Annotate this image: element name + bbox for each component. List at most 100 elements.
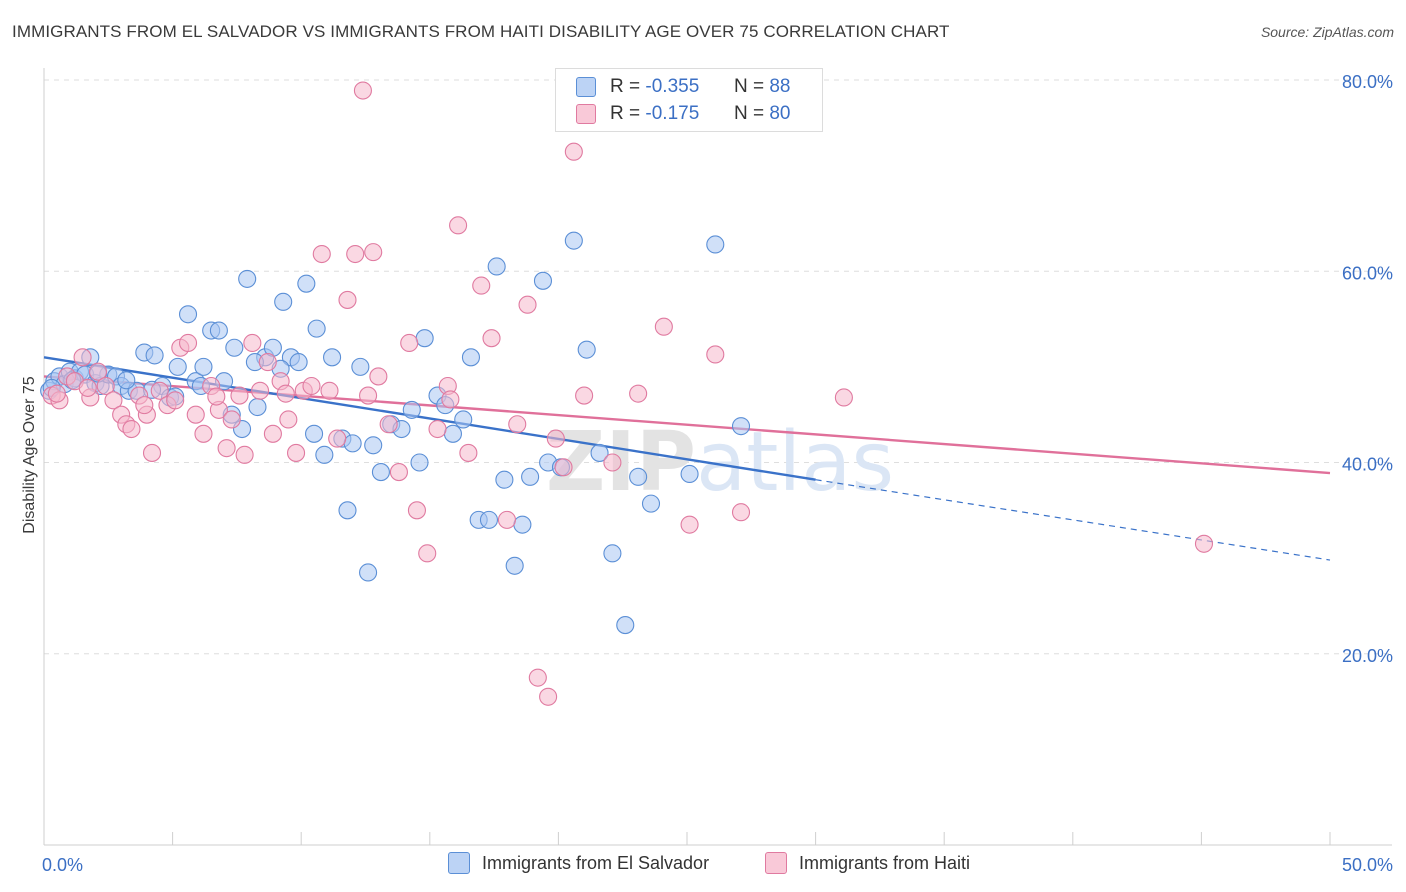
grid-lines	[44, 79, 1392, 655]
legend-r-label: R =	[610, 76, 641, 97]
point-el-salvador	[415, 329, 434, 348]
point-el-salvador	[371, 463, 390, 482]
point-haiti	[222, 410, 241, 429]
point-haiti	[250, 381, 270, 400]
point-haiti	[654, 317, 673, 336]
point-haiti	[142, 443, 162, 462]
point-haiti	[428, 419, 447, 439]
point-el-salvador	[533, 271, 553, 290]
point-el-salvador	[410, 453, 429, 472]
point-haiti	[166, 391, 185, 410]
point-haiti	[564, 142, 583, 161]
point-el-salvador	[616, 616, 635, 635]
point-el-salvador	[402, 400, 421, 419]
series-legend-label: Immigrants from Haiti	[799, 852, 971, 873]
point-haiti	[731, 503, 751, 522]
point-haiti	[207, 387, 226, 406]
point-el-salvador	[505, 556, 524, 575]
point-el-salvador	[145, 346, 164, 365]
point-el-salvador	[338, 501, 357, 520]
point-haiti	[359, 386, 378, 405]
point-haiti	[276, 384, 295, 403]
point-haiti	[328, 429, 347, 448]
point-el-salvador	[168, 357, 187, 376]
point-haiti	[346, 244, 365, 264]
point-haiti	[302, 376, 321, 396]
point-haiti	[680, 515, 699, 534]
trend-line-el-salvador-extension	[815, 479, 1331, 561]
point-haiti	[279, 410, 298, 429]
point-el-salvador	[209, 321, 228, 340]
point-el-salvador	[513, 515, 532, 534]
point-el-salvador	[521, 467, 540, 486]
point-haiti	[834, 388, 853, 407]
point-haiti	[78, 378, 97, 397]
tick-labels: 20.0% 40.0% 60.0% 80.0% 0.0% 50.0%	[42, 72, 1393, 875]
point-haiti	[73, 348, 92, 367]
legend-row-haiti: R = -0.175 N = 80	[576, 101, 790, 127]
point-haiti	[441, 390, 460, 409]
point-el-salvador	[590, 443, 609, 462]
y-tick-label: 40.0%	[1342, 455, 1393, 475]
x-tick-label: 0.0%	[42, 855, 83, 875]
point-el-salvador	[117, 371, 136, 390]
point-el-salvador	[323, 348, 342, 367]
legend-r-value: -0.175	[645, 103, 700, 124]
legend-n-value: 80	[769, 103, 791, 124]
point-el-salvador	[629, 467, 648, 486]
series-legend: Immigrants from El Salvador Immigrants f…	[0, 852, 1406, 876]
point-haiti	[122, 419, 141, 439]
trend-line-el-salvador	[43, 356, 816, 481]
legend-r-label: R =	[610, 103, 641, 124]
point-el-salvador	[274, 292, 293, 311]
point-el-salvador	[443, 424, 462, 443]
point-haiti	[178, 333, 198, 353]
watermark: ZIPatlas	[546, 415, 894, 510]
point-haiti	[482, 329, 501, 348]
point-haiti	[518, 295, 537, 314]
series-legend-haiti: Immigrants from Haiti	[765, 852, 970, 874]
point-el-salvador	[479, 510, 499, 529]
point-haiti	[459, 443, 478, 462]
point-el-salvador	[351, 357, 370, 376]
point-el-salvador	[289, 353, 308, 372]
point-el-salvador	[178, 305, 198, 324]
point-haiti	[497, 510, 517, 529]
point-haiti	[186, 405, 205, 424]
point-haiti	[603, 453, 622, 472]
point-el-salvador	[359, 563, 378, 582]
series-legend-el-salvador: Immigrants from El Salvador	[448, 852, 709, 874]
point-el-salvador	[307, 319, 326, 338]
point-haiti	[706, 345, 725, 364]
legend-r-value: -0.355	[645, 76, 700, 97]
point-haiti	[230, 386, 249, 405]
point-el-salvador	[364, 436, 383, 455]
point-haiti	[150, 381, 169, 400]
point-el-salvador	[603, 544, 622, 563]
point-el-salvador	[454, 410, 473, 429]
source-note: Source: ZipAtlas.com	[1260, 24, 1394, 40]
point-haiti	[554, 458, 573, 477]
point-haiti	[546, 429, 565, 448]
point-haiti	[1194, 534, 1214, 553]
point-el-salvador	[577, 340, 596, 359]
point-el-salvador	[680, 464, 699, 484]
y-tick-label: 20.0%	[1342, 646, 1393, 666]
point-el-salvador	[731, 417, 751, 436]
y-tick-label: 60.0%	[1342, 263, 1393, 283]
point-el-salvador	[238, 269, 257, 288]
point-haiti	[194, 424, 213, 443]
point-haiti	[528, 668, 547, 687]
legend-swatch-blue	[576, 77, 596, 97]
legend-row-el-salvador: R = -0.355 N = 88	[576, 74, 790, 100]
point-haiti	[287, 443, 306, 462]
point-haiti	[135, 396, 154, 415]
point-haiti	[235, 445, 254, 464]
x-tick-label: 50.0%	[1342, 855, 1393, 875]
chart-title: IMMIGRANTS FROM EL SALVADOR VS IMMIGRANT…	[12, 22, 950, 41]
point-haiti	[312, 244, 331, 264]
point-haiti	[258, 353, 277, 372]
point-el-salvador	[343, 434, 362, 453]
point-haiti	[353, 81, 372, 100]
